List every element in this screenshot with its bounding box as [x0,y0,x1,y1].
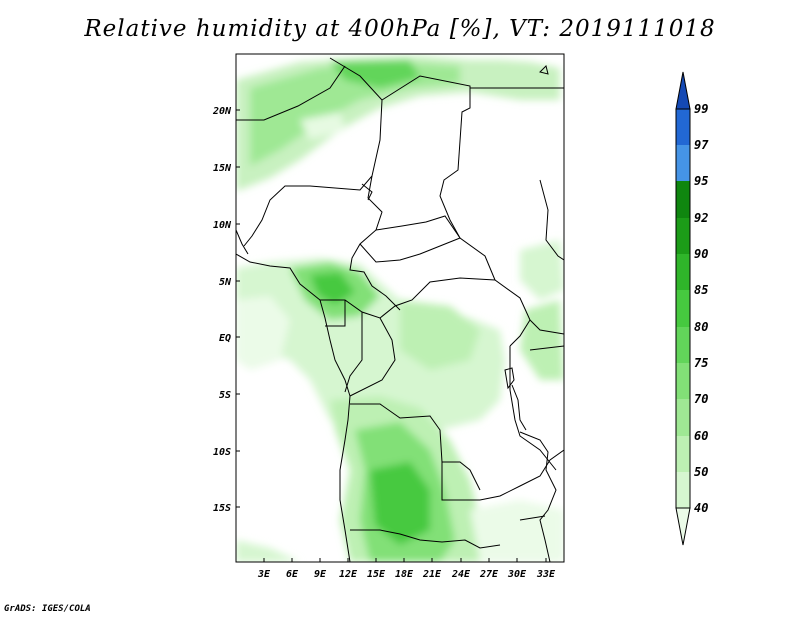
colorbar-label: 60 [694,429,708,443]
lat-label: 15N [213,163,232,174]
colorbar-segment [676,290,690,327]
colorbar-label: 75 [694,356,708,370]
colorbar-label: 99 [694,102,708,116]
lon-label: 15E [367,569,386,580]
colorbar-segment [676,218,690,254]
longitude-axis: 3E 6E 9E 12E 15E 18E 21E 24E 27E 30E 33E [257,558,556,580]
colorbar-bottom-triangle [675,507,691,546]
colorbar-segment [676,145,690,181]
map-title: Relative humidity at 400hPa [%], VT: 201… [84,16,716,42]
lon-label: 24E [451,569,471,580]
humidity-field [236,54,564,562]
lat-label: 5S [219,390,231,401]
colorbar-segment [676,436,690,472]
lon-label: 12E [339,569,358,580]
colorbar-label: 97 [694,138,709,152]
latitude-axis: 20N 15N 10N 5N EQ 5S 10S 15S [212,106,240,514]
colorbar-label: 92 [694,211,708,225]
lon-label: 30E [507,569,527,580]
lat-label: 10N [213,220,232,231]
lon-label: 9E [314,569,327,580]
colorbar-segment [676,399,690,436]
lat-label: 10S [213,447,231,458]
lon-label: 3E [257,569,271,580]
colorbar: 40 50 60 70 75 80 85 90 92 95 97 99 [675,71,709,546]
colorbar-label: 70 [694,392,708,406]
map-frame [235,53,565,563]
lon-label: 33E [536,569,556,580]
lon-label: 18E [395,569,414,580]
colorbar-segment [676,109,690,145]
lat-label: 20N [212,106,232,117]
lat-label: EQ [219,333,231,344]
colorbar-segment [676,363,690,399]
lat-label: 15S [213,503,231,514]
country-borders [236,57,564,562]
colorbar-segment [676,254,690,290]
grads-credit: GrADS: IGES/COLA [4,604,91,614]
colorbar-segment [676,327,690,363]
colorbar-segment [676,181,690,218]
lon-label: 27E [479,569,499,580]
lon-label: 21E [422,569,442,580]
colorbar-label: 50 [694,465,708,479]
colorbar-segment [676,472,690,508]
colorbar-top-triangle [675,71,691,110]
colorbar-label: 95 [694,174,708,188]
colorbar-label: 85 [694,283,708,297]
lon-label: 6E [286,569,299,580]
colorbar-label: 90 [694,247,708,261]
colorbar-label: 40 [694,501,708,515]
colorbar-label: 80 [694,320,708,334]
lat-label: 5N [219,277,232,288]
